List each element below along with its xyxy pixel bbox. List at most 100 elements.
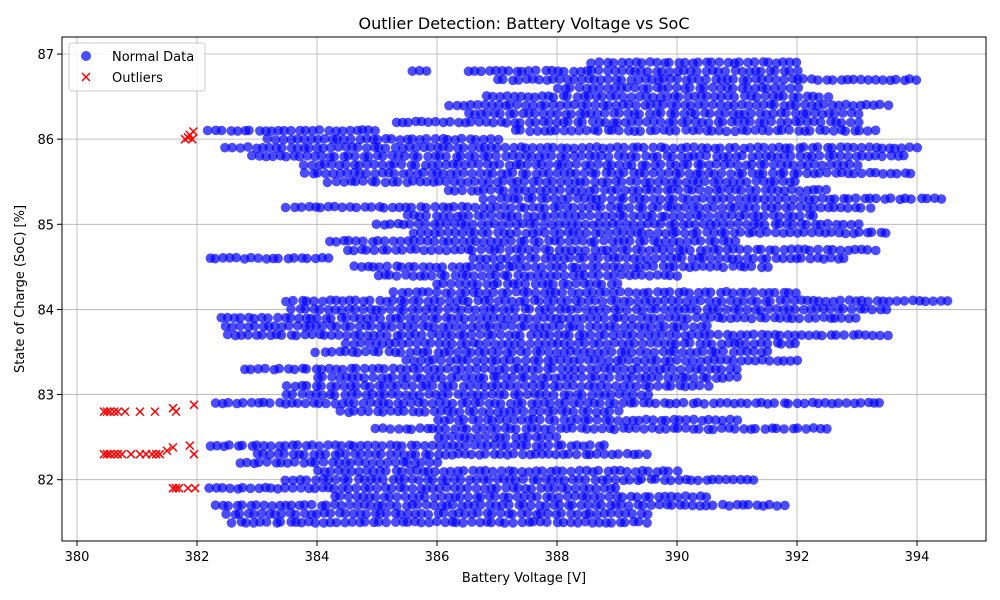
outlier-point — [135, 407, 145, 417]
normal-point — [730, 142, 740, 153]
normal-point — [603, 74, 613, 84]
normal-point — [602, 245, 612, 255]
normal-point — [299, 168, 310, 178]
normal-point — [355, 313, 366, 324]
normal-point — [538, 109, 549, 119]
normal-point — [458, 142, 469, 153]
normal-point — [761, 253, 772, 264]
normal-point — [817, 160, 827, 171]
normal-point — [224, 440, 234, 450]
normal-point — [396, 330, 407, 340]
normal-point — [569, 66, 579, 77]
normal-point — [807, 151, 817, 162]
normal-point — [717, 117, 728, 127]
normal-point — [416, 508, 427, 519]
normal-point — [346, 134, 356, 144]
normal-point — [523, 432, 533, 442]
normal-point — [396, 312, 406, 323]
normal-point — [366, 321, 377, 331]
normal-point — [689, 142, 699, 152]
normal-point — [381, 517, 392, 528]
normal-point — [594, 338, 604, 349]
normal-point — [433, 424, 444, 434]
normal-point — [507, 261, 518, 272]
normal-point — [594, 83, 605, 93]
normal-point — [336, 305, 347, 315]
normal-point — [643, 330, 654, 340]
normal-point — [577, 372, 587, 383]
normal-point — [386, 406, 396, 416]
normal-point — [612, 184, 622, 195]
normal-point — [856, 142, 867, 153]
normal-point — [395, 347, 406, 358]
normal-point — [748, 329, 759, 340]
normal-point — [750, 355, 761, 366]
normal-point — [638, 203, 648, 213]
normal-point — [576, 500, 586, 511]
normal-point — [504, 245, 515, 255]
normal-point — [530, 108, 540, 119]
normal-point — [354, 466, 364, 477]
normal-point — [708, 82, 718, 93]
normal-point — [469, 271, 479, 281]
normal-point — [748, 253, 759, 264]
normal-point — [348, 509, 359, 519]
normal-point — [316, 364, 327, 375]
normal-point — [520, 185, 530, 196]
normal-point — [874, 398, 884, 408]
normal-point — [669, 372, 680, 383]
normal-point — [836, 202, 846, 213]
normal-point — [280, 202, 291, 213]
normal-point — [786, 202, 797, 212]
normal-point — [856, 74, 866, 85]
normal-point — [359, 363, 370, 374]
normal-point — [699, 82, 709, 93]
normal-point — [603, 65, 613, 76]
normal-point — [619, 364, 629, 374]
normal-point — [522, 347, 532, 357]
normal-point — [762, 338, 773, 349]
normal-point — [717, 415, 728, 426]
normal-point — [623, 99, 634, 110]
normal-point — [301, 381, 312, 391]
normal-point — [603, 83, 613, 93]
normal-point — [730, 236, 741, 246]
normal-point — [499, 237, 509, 247]
normal-point — [828, 126, 839, 136]
normal-point — [694, 151, 705, 161]
normal-point — [580, 516, 591, 527]
normal-point — [633, 185, 644, 196]
normal-point — [222, 312, 233, 323]
normal-point — [459, 330, 469, 341]
normal-point — [441, 219, 452, 229]
normal-point — [275, 517, 286, 527]
normal-point — [489, 218, 500, 229]
normal-point — [504, 160, 515, 171]
normal-point — [591, 407, 602, 418]
normal-point — [840, 126, 851, 136]
normal-point — [234, 508, 245, 519]
normal-point — [527, 380, 538, 391]
normal-point — [592, 109, 603, 119]
normal-point — [829, 202, 839, 213]
normal-point — [472, 100, 483, 110]
normal-point — [680, 500, 690, 510]
normal-point — [507, 296, 517, 307]
normal-point — [404, 168, 415, 179]
normal-point — [552, 109, 563, 119]
normal-point — [540, 228, 550, 238]
normal-point — [424, 517, 435, 528]
normal-point — [318, 143, 329, 153]
normal-point — [352, 347, 363, 358]
normal-point — [705, 287, 716, 298]
normal-point — [454, 441, 464, 451]
normal-point — [452, 372, 463, 382]
normal-point — [627, 372, 637, 382]
normal-point — [742, 75, 753, 85]
normal-point — [601, 261, 611, 272]
normal-point — [300, 398, 311, 409]
outlier-point — [189, 449, 199, 459]
normal-point — [784, 66, 795, 76]
normal-point — [764, 499, 775, 510]
normal-point — [596, 150, 607, 161]
